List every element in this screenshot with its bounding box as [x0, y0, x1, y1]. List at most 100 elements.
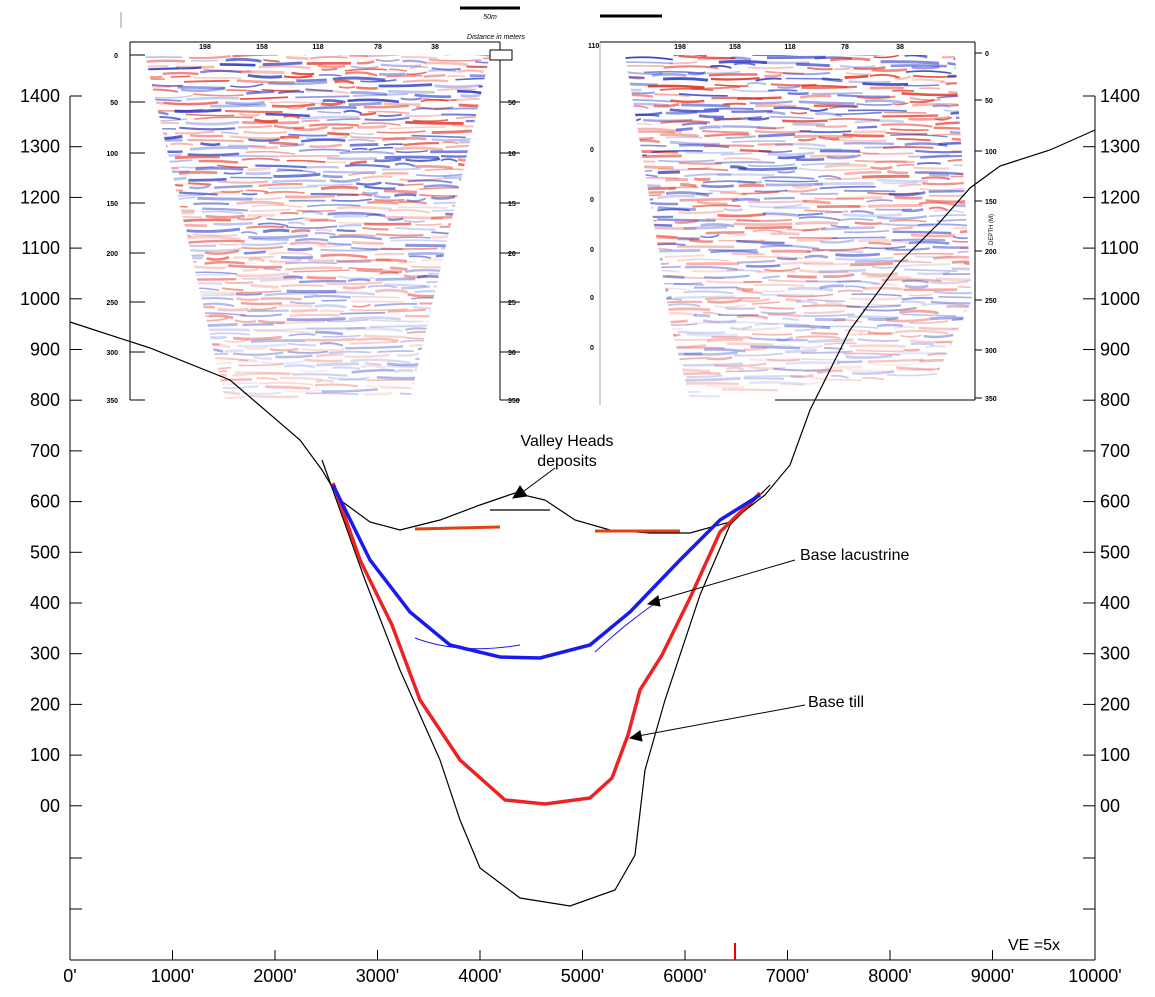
seismic-stripe: [941, 39, 958, 40]
seismic-stripe: [211, 192, 240, 194]
seismic-stripe: [345, 347, 403, 349]
seismic-stripe: [951, 176, 1008, 177]
seismic-stripe: [877, 180, 928, 181]
seismic-stripe: [761, 312, 796, 313]
depth-m-label: 30: [508, 350, 516, 357]
distance-label: 118: [312, 44, 323, 51]
seismic-stripe: [270, 349, 299, 350]
seismic-stripe: [456, 251, 511, 253]
seismic-stripe: [262, 361, 305, 363]
seismic-stripe: [459, 105, 510, 106]
seismic-stripe: [682, 123, 707, 124]
seismic-stripe: [902, 298, 933, 300]
seismic-stripe: [430, 151, 489, 152]
seismic-stripe: [747, 83, 766, 84]
seismic-stripe: [306, 339, 356, 340]
right-axis-label: 1200: [1100, 187, 1140, 207]
x-axis-label: 3000': [356, 966, 399, 986]
seismic-stripe: [902, 281, 929, 283]
seismic-stripe: [145, 388, 182, 389]
seismic-stripe: [625, 290, 668, 292]
seismic-stripe: [459, 142, 497, 144]
seismic-stripe: [145, 284, 195, 285]
right-axis-label: 500: [1100, 542, 1130, 562]
seismic-stripe: [197, 198, 252, 199]
seismic-stripe: [911, 80, 944, 82]
seismic-stripe: [700, 235, 719, 238]
seismic-stripe: [189, 272, 237, 274]
seismic-stripe: [480, 189, 519, 190]
seismic-stripe: [454, 236, 489, 237]
seismic-stripe: [246, 173, 271, 174]
seismic-stripe: [145, 259, 170, 260]
seismic-stripe: [448, 223, 469, 224]
left-axis-label: 500: [30, 542, 60, 562]
seismic-stripe: [803, 201, 831, 203]
seismic-stripe: [364, 336, 406, 337]
seismic-stripe: [226, 59, 262, 61]
seismic-stripe: [385, 157, 440, 158]
seismic-stripe: [666, 370, 710, 372]
seismic-stripe: [233, 353, 283, 355]
seismic-stripe: [681, 105, 730, 106]
seismic-stripe: [175, 110, 222, 111]
seismic-stripe: [474, 318, 517, 319]
seismic-stripe: [835, 113, 881, 115]
seismic-stripe: [625, 175, 658, 177]
seismic-stripe: [430, 309, 480, 311]
seismic-stripe: [145, 247, 170, 248]
seismic-stripe: [145, 289, 177, 290]
seismic-stripe: [854, 67, 886, 68]
left-axis-label: 800: [30, 390, 60, 410]
seismic-stripe: [755, 190, 788, 191]
seismic-stripe: [910, 98, 941, 100]
seismic-stripe: [352, 149, 367, 150]
seismic-stripe: [490, 164, 533, 166]
seismic-stripe: [856, 350, 904, 351]
seismic-stripe: [395, 164, 415, 167]
seismic-stripe: [419, 195, 458, 196]
seismic-stripe: [310, 57, 347, 58]
seismic-stripe: [858, 339, 899, 341]
seismic-stripe: [474, 256, 492, 257]
seismic-stripe: [390, 268, 407, 270]
seismic-stripe: [256, 378, 277, 379]
seismic-stripe: [825, 165, 867, 167]
seismic-stripe: [405, 270, 441, 272]
seismic-stripe: [799, 346, 822, 348]
seismic-stripe: [897, 165, 914, 166]
seismic-stripe: [862, 273, 898, 275]
seismic-stripe: [340, 152, 394, 154]
seismic-stripe: [625, 92, 655, 93]
seismic-stripe: [206, 333, 250, 334]
seismic-stripe: [145, 178, 186, 180]
deposit-lines: [415, 527, 680, 531]
seismic-stripe: [251, 341, 306, 342]
seismic-stripe: [307, 107, 357, 109]
seismic-stripe: [885, 133, 927, 134]
seismic-stripe: [145, 209, 194, 211]
seismic-stripe: [184, 249, 241, 251]
seismic-stripe: [742, 52, 794, 54]
depth-label: 250: [106, 300, 118, 307]
seismic-stripe: [184, 81, 229, 82]
seismic-stripe: [166, 334, 189, 335]
seismic-stripe: [800, 131, 852, 132]
seismic-stripe: [410, 67, 429, 68]
seismic-stripe: [287, 319, 346, 320]
seismic-stripe: [401, 286, 430, 288]
seismic-stripe: [375, 254, 404, 255]
seismic-stripe: [404, 143, 439, 145]
seismic-stripe: [926, 346, 946, 347]
seismic-stripe: [247, 311, 288, 312]
seismic-stripe: [851, 211, 874, 213]
seismic-stripe: [625, 206, 643, 208]
seismic-stripe: [145, 398, 167, 400]
seismic-stripe: [723, 104, 746, 105]
right-axis-label: 00: [1100, 796, 1120, 816]
seismic-stripe: [255, 166, 306, 168]
seismic-stripe: [902, 93, 958, 95]
seismic-stripe: [795, 328, 816, 330]
seismic-stripe: [299, 149, 350, 150]
seismic-stripe: [428, 70, 456, 71]
